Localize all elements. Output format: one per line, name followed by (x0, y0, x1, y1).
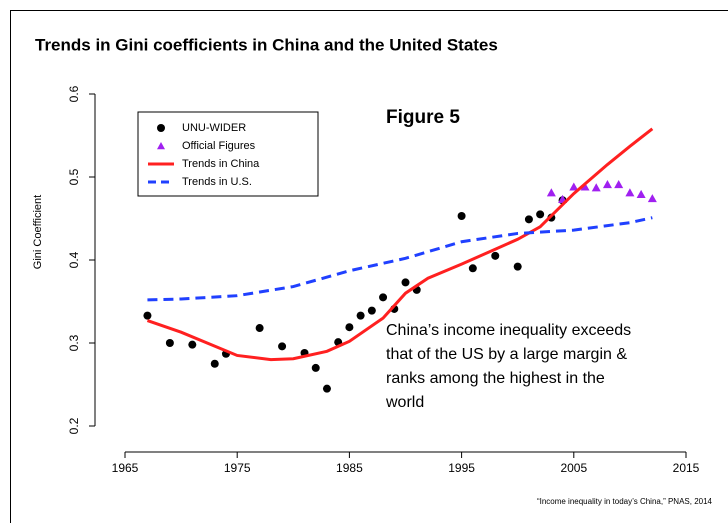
point (311, 363, 320, 372)
legend-swatch (157, 142, 165, 150)
point (536, 210, 545, 219)
x-tick-label: 1975 (224, 461, 251, 475)
point (647, 194, 657, 203)
annotation: China’s income inequality exceeds (386, 322, 631, 339)
point (379, 293, 388, 302)
point (546, 188, 556, 197)
legend-label: Trends in U.S. (182, 176, 252, 188)
legend-label: Official Figures (182, 140, 256, 152)
point (457, 212, 466, 221)
point (468, 264, 477, 273)
y-tick-label: 0.4 (67, 251, 81, 268)
x-tick-label: 1985 (336, 461, 363, 475)
x-tick-label: 2015 (673, 461, 700, 475)
trend-line (146, 127, 654, 362)
figure-label: Figure 5 (386, 107, 460, 128)
x-tick-label: 1965 (112, 461, 139, 475)
point (165, 339, 174, 347)
y-tick-label: 0.3 (67, 334, 81, 351)
point (356, 311, 365, 320)
point (524, 215, 533, 224)
point (322, 384, 331, 393)
y-tick-label: 0.6 (67, 85, 81, 102)
point (614, 179, 624, 189)
point (143, 311, 152, 320)
point (513, 262, 522, 271)
y-tick-label: 0.2 (67, 417, 81, 434)
legend-label: Trends in China (182, 158, 260, 170)
annotation: ranks among the highest in the (386, 370, 605, 387)
point (255, 324, 264, 333)
point (636, 189, 646, 199)
y-axis-label: Gini Coefficient (32, 195, 44, 269)
y-tick-label: 0.5 (67, 168, 81, 185)
point (602, 179, 612, 189)
point (278, 342, 287, 351)
point (591, 183, 601, 192)
legend-label: UNU-WIDER (182, 122, 246, 134)
point (569, 182, 579, 191)
source: “Income inequality in today’s China,” PN… (537, 497, 713, 506)
point (345, 323, 354, 332)
point (210, 359, 219, 368)
legend-swatch (157, 124, 165, 132)
point (625, 188, 635, 197)
x-tick-label: 2005 (560, 461, 587, 475)
point (580, 182, 590, 191)
point (401, 278, 410, 287)
point (491, 251, 500, 260)
annotation: that of the US by a large margin & (386, 346, 627, 363)
point (188, 340, 197, 349)
x-tick-label: 1995 (448, 461, 475, 475)
annotation: world (385, 394, 424, 411)
point (367, 306, 376, 315)
chart-title: Trends in Gini coefficients in China and… (35, 35, 498, 54)
trend-line (147, 216, 653, 302)
